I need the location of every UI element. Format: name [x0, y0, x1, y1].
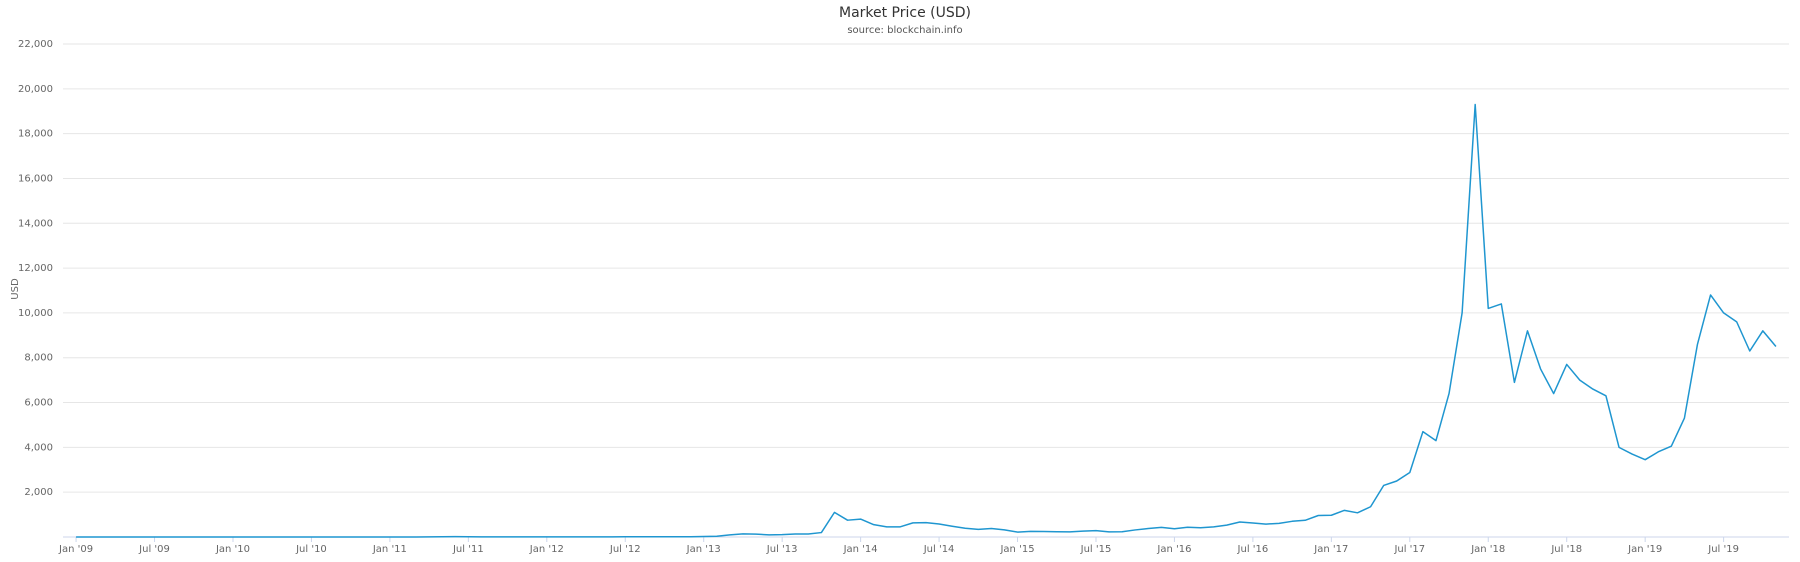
y-tick-label: 20,000 [18, 84, 53, 95]
y-tick-label: 14,000 [18, 218, 53, 229]
y-tick-label: 4,000 [24, 442, 53, 453]
x-tick-label: Jul '15 [1080, 544, 1112, 555]
x-tick-label: Jan '12 [529, 544, 564, 555]
x-tick-label: Jan '16 [1156, 544, 1191, 555]
y-tick-label: 2,000 [24, 487, 53, 498]
y-tick-label: 10,000 [18, 308, 53, 319]
x-tick-label: Jul '12 [609, 544, 641, 555]
x-tick-label: Jul '13 [766, 544, 798, 555]
x-tick-label: Jan '09 [58, 544, 93, 555]
x-tick-label: Jul '14 [923, 544, 955, 555]
x-tick-label: Jan '10 [215, 544, 250, 555]
y-tick-label: 12,000 [18, 263, 53, 274]
y-tick-label: 6,000 [24, 398, 53, 409]
chart-subtitle: source: blockchain.info [847, 25, 962, 36]
x-tick-label: Jan '14 [843, 544, 878, 555]
x-tick-label: Jul '11 [452, 544, 484, 555]
x-tick-label: Jan '15 [999, 544, 1034, 555]
x-tick-label: Jan '13 [686, 544, 721, 555]
x-tick-label: Jan '18 [1470, 544, 1505, 555]
x-tick-label: Jul '17 [1393, 544, 1425, 555]
x-tick-label: Jul '18 [1550, 544, 1582, 555]
x-tick-label: Jan '17 [1313, 544, 1348, 555]
x-tick-label: Jul '09 [138, 544, 170, 555]
x-tick-label: Jan '11 [372, 544, 407, 555]
y-axis-label: USD [10, 278, 21, 300]
price-line [76, 103, 1777, 538]
y-tick-label: 22,000 [18, 39, 53, 50]
y-tick-label: 8,000 [24, 353, 53, 364]
y-tick-label: 18,000 [18, 129, 53, 140]
x-tick-label: Jul '19 [1707, 544, 1739, 555]
x-tick-label: Jan '19 [1627, 544, 1662, 555]
x-tick-label: Jul '10 [295, 544, 327, 555]
x-tick-label: Jul '16 [1237, 544, 1269, 555]
y-tick-label: 16,000 [18, 173, 53, 184]
chart-title: Market Price (USD) [839, 5, 971, 21]
